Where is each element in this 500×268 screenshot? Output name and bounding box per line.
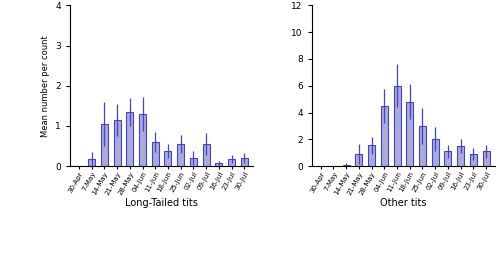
Bar xyxy=(101,124,108,166)
Bar xyxy=(202,144,209,166)
Bar xyxy=(342,165,349,166)
Bar xyxy=(482,151,490,166)
Bar xyxy=(152,142,158,166)
Bar xyxy=(241,158,248,166)
Bar xyxy=(126,112,134,166)
Bar xyxy=(394,86,400,166)
Bar xyxy=(368,145,375,166)
Bar xyxy=(177,144,184,166)
Bar xyxy=(228,159,235,166)
Bar xyxy=(114,120,120,166)
Bar xyxy=(190,158,197,166)
Bar xyxy=(88,159,95,166)
Bar xyxy=(432,139,438,166)
Bar xyxy=(381,106,388,166)
Bar xyxy=(419,126,426,166)
Bar xyxy=(139,114,146,166)
Bar xyxy=(406,102,414,166)
Bar xyxy=(444,151,452,166)
X-axis label: Long-Tailed tits: Long-Tailed tits xyxy=(125,198,198,209)
Bar xyxy=(356,154,362,166)
Bar xyxy=(457,146,464,166)
Bar xyxy=(470,154,477,166)
Bar xyxy=(216,163,222,166)
X-axis label: Other tits: Other tits xyxy=(380,198,426,209)
Y-axis label: Mean number per count: Mean number per count xyxy=(40,35,50,137)
Bar xyxy=(164,151,172,166)
